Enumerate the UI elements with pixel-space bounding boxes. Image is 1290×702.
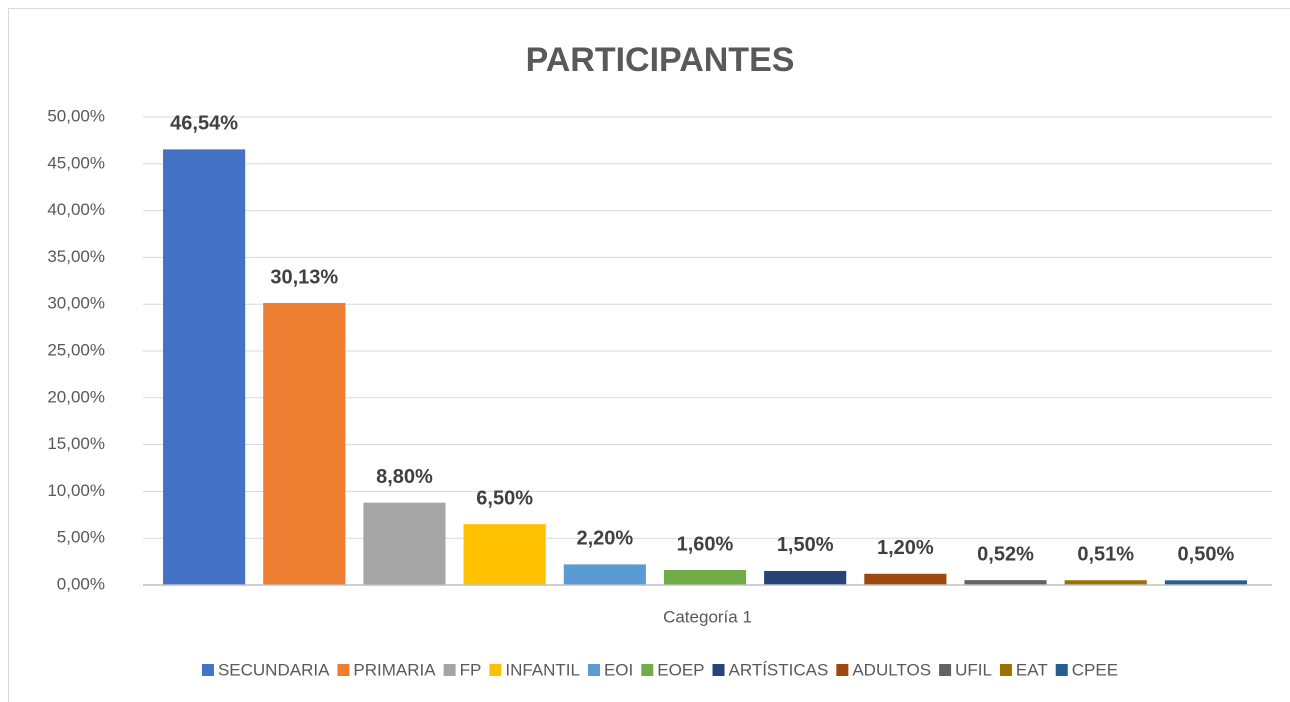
legend-swatch bbox=[443, 664, 456, 676]
data-label: 1,20% bbox=[877, 537, 934, 559]
data-label: 0,52% bbox=[977, 543, 1034, 565]
y-tick-label: 25,00% bbox=[47, 340, 105, 359]
legend-label: PRIMARIA bbox=[353, 660, 436, 679]
legend-label: INFANTIL bbox=[505, 660, 580, 679]
legend-swatch bbox=[836, 664, 849, 676]
y-tick-label: 40,00% bbox=[47, 200, 105, 219]
bar bbox=[864, 573, 947, 585]
legend-label: UFIL bbox=[955, 660, 992, 679]
bar bbox=[1064, 580, 1147, 585]
y-tick-label: 15,00% bbox=[47, 434, 105, 453]
y-tick-label: 20,00% bbox=[47, 387, 105, 406]
bar bbox=[1164, 580, 1247, 585]
data-label: 2,20% bbox=[576, 528, 633, 550]
legend-label: EAT bbox=[1016, 660, 1048, 679]
legend-swatch bbox=[641, 664, 654, 676]
bar bbox=[764, 570, 847, 585]
legend-swatch bbox=[337, 664, 350, 676]
y-tick-label: 30,00% bbox=[47, 294, 105, 313]
legend-label: EOEP bbox=[657, 660, 704, 679]
bar bbox=[463, 524, 546, 585]
y-tick-label: 0,00% bbox=[57, 574, 105, 593]
legend-label: CPEE bbox=[1072, 660, 1118, 679]
chart-title: PARTICIPANTES bbox=[526, 41, 795, 79]
bar bbox=[563, 564, 646, 585]
legend-swatch bbox=[587, 664, 600, 676]
legend-swatch bbox=[999, 664, 1012, 676]
y-tick-label: 10,00% bbox=[47, 481, 105, 500]
bar bbox=[163, 149, 246, 585]
data-label: 0,51% bbox=[1077, 544, 1134, 566]
legend-swatch bbox=[201, 664, 214, 676]
data-label: 46,54% bbox=[170, 113, 238, 135]
bar bbox=[263, 302, 346, 585]
data-label: 8,80% bbox=[376, 466, 433, 488]
bar bbox=[363, 502, 446, 585]
legend-swatch bbox=[712, 664, 725, 676]
y-tick-label: 5,00% bbox=[57, 528, 105, 547]
y-tick-label: 50,00% bbox=[47, 106, 105, 125]
bar bbox=[663, 570, 747, 585]
legend-swatch bbox=[489, 664, 502, 676]
legend-swatch bbox=[1055, 664, 1068, 676]
bar bbox=[964, 580, 1047, 585]
data-label: 0,50% bbox=[1178, 544, 1235, 566]
data-label: 1,50% bbox=[777, 534, 834, 556]
legend-label: SECUNDARIA bbox=[218, 660, 330, 679]
legend-label: ADULTOS bbox=[852, 660, 931, 679]
legend-label: FP bbox=[460, 660, 482, 679]
legend-label: ARTÍSTICAS bbox=[729, 660, 829, 679]
data-label: 1,60% bbox=[677, 533, 734, 555]
y-tick-label: 45,00% bbox=[47, 153, 105, 172]
x-tick-label: Categoría 1 bbox=[663, 607, 752, 626]
legend-swatch bbox=[939, 664, 952, 676]
data-label: 30,13% bbox=[270, 266, 338, 288]
data-label: 6,50% bbox=[476, 487, 533, 509]
legend-label: EOI bbox=[604, 660, 633, 679]
y-tick-label: 35,00% bbox=[47, 247, 105, 266]
